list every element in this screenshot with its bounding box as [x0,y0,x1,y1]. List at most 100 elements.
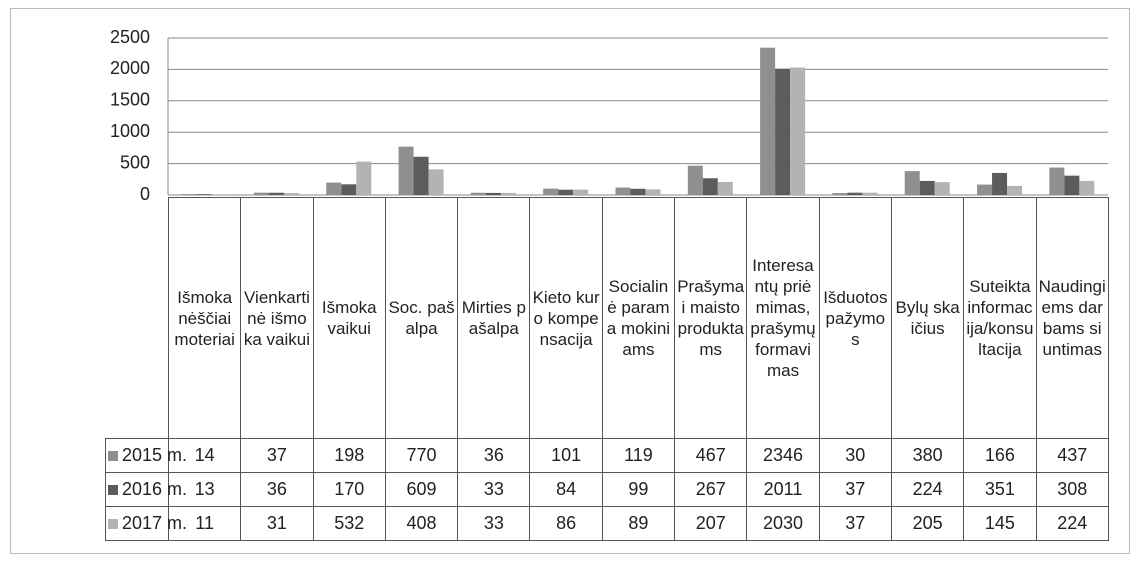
bar [702,178,718,195]
bar [356,161,372,195]
bar [326,182,342,195]
bar [977,184,993,195]
category-label: Suteikta informacija/konsultacija [963,197,1037,439]
value-cell: 33 [457,506,531,541]
value-cell: 166 [963,438,1037,473]
value-cell: 408 [384,506,459,541]
value-cell: 30 [818,438,892,473]
value-cell: 119 [601,438,676,473]
legend-cell: 2016 m. [105,472,187,507]
bar [283,193,299,195]
y-tick-label: 1500 [110,90,150,110]
y-tick-label: 500 [120,152,150,172]
value-cell: 609 [384,472,459,507]
y-tick-label: 1000 [110,121,150,141]
bar [832,193,848,195]
category-label: Bylų skaičius [890,197,965,439]
bar [615,187,631,195]
value-cell: 99 [601,472,676,507]
y-tick-label: 2000 [110,58,150,78]
value-cell: 205 [890,506,965,541]
category-label: Naudingiems darbams siuntimas [1035,197,1109,439]
legend-key [108,451,118,461]
value-cell: 267 [674,472,748,507]
bar [687,165,703,195]
value-cell: 380 [890,438,965,473]
value-cell: 308 [1035,472,1109,507]
category-label: Išmoka vaikui [312,197,386,439]
bar [790,67,806,195]
value-cell: 37 [240,438,314,473]
legend-cell: 2015 m. [105,438,187,473]
bar [1007,185,1023,195]
legend-label: 2016 m. [122,479,188,499]
bar [760,47,776,195]
bar [919,180,935,195]
value-cell: 14 [167,438,242,473]
value-cell: 224 [1035,506,1109,541]
bar [775,68,791,195]
category-label: Vienkartinė išmoka vaikui [240,197,314,439]
value-cell: 86 [529,506,603,541]
bar [862,192,878,195]
category-label: Išmoka nėščiai moteriai [167,197,242,439]
category-label: Mirties pašalpa [457,197,531,439]
data-table: Išmoka nėščiai moteriai Vienkartinė išmok… [105,197,1109,541]
category-label: Prašymai maisto produktams [674,197,748,439]
legend-label: 2015 m. [122,445,188,465]
bar [211,194,227,195]
legend-key [108,485,118,495]
value-cell: 207 [674,506,748,541]
value-cell: 437 [1035,438,1109,473]
bar [992,172,1008,195]
legend-label: 2017 m. [122,513,188,533]
category-label: Soc. pašalpa [384,197,459,439]
bar [485,192,501,195]
series-row: 2017 m. 11 31 532 408 33 86 89 207 2030 37 205 145 22… [105,506,1109,541]
category-row: Išmoka nėščiai moteriai Vienkartinė išmok… [105,197,1109,439]
bar [428,169,444,195]
bar [181,194,197,195]
value-cell: 770 [384,438,459,473]
bar [558,189,574,195]
bar [934,182,950,195]
category-label: Socialinė parama mokiniams [601,197,676,439]
bar [398,146,414,195]
bar [904,171,920,195]
y-tick-label: 2500 [110,27,150,47]
value-cell: 351 [963,472,1037,507]
y-tick-label: 0 [140,184,150,204]
bar [847,192,863,195]
bar [1064,175,1080,195]
bar [1049,167,1065,195]
bar [470,192,486,195]
bar [717,182,733,195]
bar [645,189,661,195]
value-cell: 37 [818,506,892,541]
value-cell: 31 [240,506,314,541]
value-cell: 532 [312,506,386,541]
bar [253,192,269,195]
bar [543,188,559,195]
value-cell: 37 [818,472,892,507]
bar [573,189,589,195]
bar [413,156,429,195]
value-cell: 198 [312,438,386,473]
bar [1079,180,1095,195]
bar [500,192,516,195]
corner-cell [105,197,169,439]
value-cell: 33 [457,472,531,507]
bar [268,192,284,195]
legend-key [108,519,118,529]
value-cell: 84 [529,472,603,507]
series-row: 2015 m. 14 37 198 770 36 101 119 467 2346 30 380 166… [105,438,1109,473]
value-cell: 170 [312,472,386,507]
value-cell: 467 [674,438,748,473]
bar [341,184,357,195]
value-cell: 36 [240,472,314,507]
value-cell: 2346 [746,438,820,473]
value-cell: 89 [601,506,676,541]
category-label: Išduotos pažymos [818,197,892,439]
